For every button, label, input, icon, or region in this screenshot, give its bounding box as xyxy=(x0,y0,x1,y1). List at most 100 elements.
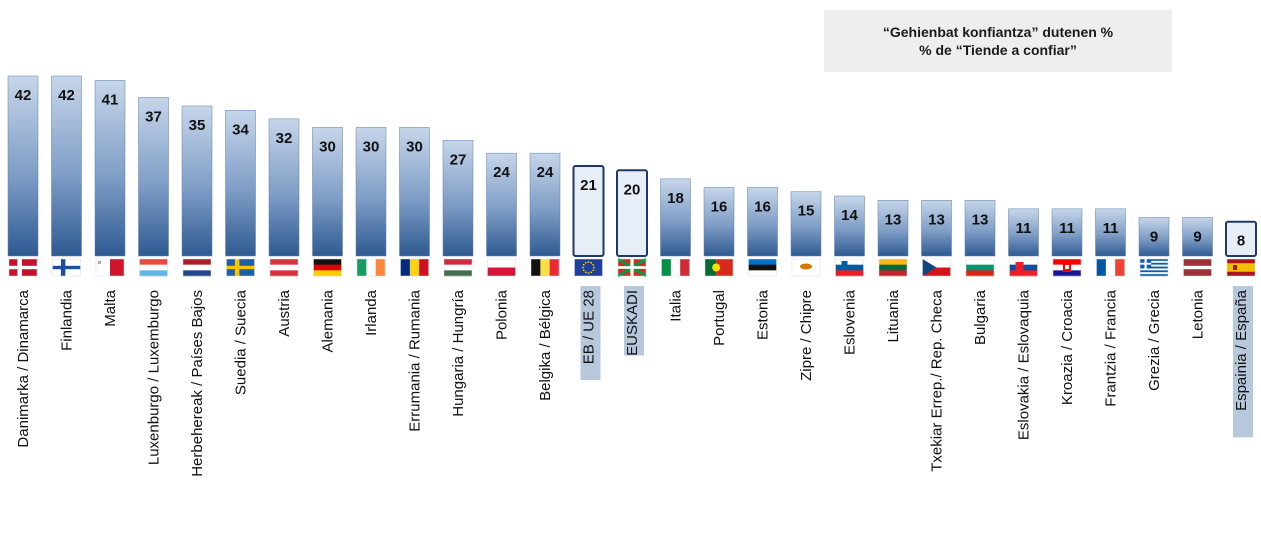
value-label-4: 35 xyxy=(189,117,206,134)
flag-icon-ie xyxy=(356,258,386,277)
value-label-2: 41 xyxy=(102,91,119,108)
bar-13 xyxy=(572,165,605,257)
category-label-16: Portugal xyxy=(711,290,728,346)
bar-27 xyxy=(1182,217,1213,257)
flag-icon-si xyxy=(835,258,864,277)
flag-icon-es xyxy=(1226,258,1256,277)
flag-icon-de xyxy=(313,258,342,277)
bar-2 xyxy=(94,80,126,257)
bar-9 xyxy=(399,127,430,257)
value-label-23: 11 xyxy=(1016,220,1032,237)
category-label-27: Letonia xyxy=(1190,289,1207,339)
flag-icon-lu xyxy=(139,258,168,277)
value-label-19: 14 xyxy=(841,207,858,224)
bar-20 xyxy=(877,200,909,257)
category-label-23: Eslovakia / Eslovaquia xyxy=(1016,289,1033,440)
flag-icon-ee xyxy=(748,258,777,277)
flag-icon-se xyxy=(226,258,255,277)
category-label-8: Irlanda xyxy=(363,289,380,336)
flag-icon-gr xyxy=(1139,258,1169,277)
flag-icon-pl xyxy=(487,258,516,277)
value-label-7: 30 xyxy=(319,138,336,155)
bar-5 xyxy=(225,110,256,257)
value-label-15: 18 xyxy=(667,190,684,207)
bar-14 xyxy=(616,169,648,258)
chart-title-line-2: % de “Tiende a confiar” xyxy=(919,42,1077,58)
bar-7 xyxy=(312,127,343,257)
value-label-21: 13 xyxy=(928,211,945,228)
bar-22 xyxy=(964,200,996,257)
value-label-20: 13 xyxy=(885,211,902,228)
flag-icon-hr xyxy=(1052,258,1082,277)
category-label-17: Estonia xyxy=(755,289,772,340)
category-label-25: Frantzia / Francia xyxy=(1103,289,1120,406)
value-label-28: 8 xyxy=(1237,233,1245,250)
bar-3 xyxy=(138,97,169,257)
value-label-5: 34 xyxy=(232,121,249,138)
flag-icon-cz xyxy=(922,258,951,277)
flag-icon-it xyxy=(661,258,690,277)
chart-title-box: “Gehienbat konfiantza” dutenen % % de “T… xyxy=(824,10,1172,72)
value-label-16: 16 xyxy=(711,198,728,215)
category-label-12: Belgika / Bélgica xyxy=(537,289,554,401)
category-label-24: Kroazia / Croacia xyxy=(1059,289,1076,405)
category-label-2: Malta xyxy=(102,289,119,326)
value-label-17: 16 xyxy=(754,198,771,215)
category-label-28: Espainia / España xyxy=(1233,289,1250,411)
flag-icon-mt xyxy=(95,258,125,277)
value-label-11: 24 xyxy=(493,164,510,181)
bar-26 xyxy=(1138,217,1170,257)
category-label-5: Suedia / Suecia xyxy=(233,289,250,395)
category-label-20: Lituania xyxy=(885,289,902,342)
chart-title-line-1: “Gehienbat konfiantza” dutenen % xyxy=(882,24,1114,40)
flag-icon-at xyxy=(269,258,299,277)
category-label-14: EUSKADI xyxy=(624,290,641,356)
label-highlight-28 xyxy=(1233,286,1253,438)
flag-icon-ro xyxy=(400,258,429,277)
flag-icon-hu xyxy=(443,258,473,277)
bar-4 xyxy=(181,105,213,257)
flag-icon-nl xyxy=(182,258,212,277)
value-label-26: 9 xyxy=(1150,228,1158,245)
category-label-9: Errumania / Rumania xyxy=(407,289,424,431)
flag-icon-lv xyxy=(1183,258,1212,277)
flag-icon-eu xyxy=(574,258,603,277)
bar-28 xyxy=(1225,220,1257,257)
value-label-14: 20 xyxy=(624,181,641,198)
category-label-6: Austria xyxy=(276,289,293,336)
category-label-19: Eslovenia xyxy=(842,289,859,355)
value-label-18: 15 xyxy=(798,203,815,220)
value-label-9: 30 xyxy=(406,138,423,155)
value-label-25: 11 xyxy=(1103,220,1119,237)
bar-21 xyxy=(921,200,952,257)
bar-19 xyxy=(834,195,865,257)
flag-icon-dk xyxy=(8,258,38,277)
value-label-8: 30 xyxy=(363,138,380,155)
label-highlight-13 xyxy=(580,286,601,380)
bar-8 xyxy=(355,127,387,257)
value-label-1: 42 xyxy=(58,87,75,104)
value-label-6: 32 xyxy=(276,130,293,147)
value-label-27: 9 xyxy=(1193,228,1201,245)
category-label-15: Italia xyxy=(668,289,685,321)
bar-25 xyxy=(1095,208,1126,257)
category-label-4: Herbehereak / Países Bajos xyxy=(189,290,206,477)
flag-icon-fi xyxy=(52,258,81,277)
value-label-10: 27 xyxy=(450,151,467,168)
category-label-0: Danimarka / Dinamarca xyxy=(15,289,32,447)
category-label-18: Zipre / Chipre xyxy=(798,290,815,381)
bar-16 xyxy=(703,187,735,257)
category-label-21: Txekiar Errep./ Rep. Checa xyxy=(929,289,946,471)
flag-icon-eus xyxy=(617,257,647,278)
flag-icon-pt xyxy=(704,258,734,277)
bar-18 xyxy=(790,191,822,257)
bar-0 xyxy=(7,75,39,257)
category-label-11: Polonia xyxy=(494,289,511,340)
value-label-24: 11 xyxy=(1059,220,1075,237)
flag-icon-sk xyxy=(1009,258,1038,277)
bar-24 xyxy=(1051,208,1083,257)
value-label-3: 37 xyxy=(145,108,162,125)
bar-15 xyxy=(660,178,691,257)
value-label-12: 24 xyxy=(537,164,554,181)
